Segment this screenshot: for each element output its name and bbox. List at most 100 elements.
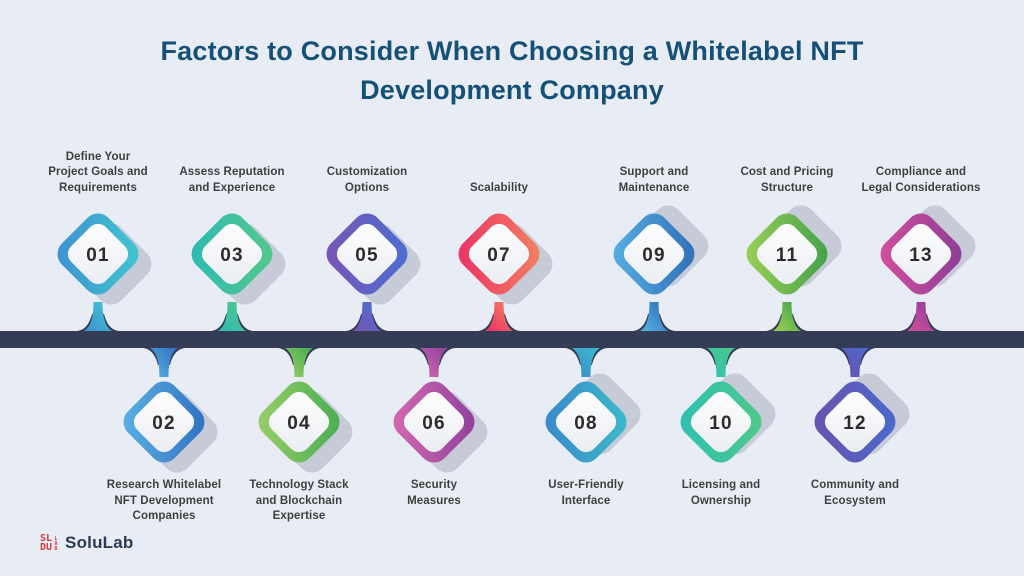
milestone-number-01: 01 bbox=[86, 245, 110, 266]
diamond-face-04 bbox=[268, 391, 330, 453]
diamond-face-03 bbox=[201, 223, 263, 285]
logo-mark-side: LAB bbox=[53, 535, 60, 551]
milestone-label-02: Research Whitelabel NFT Development Compan… bbox=[74, 478, 254, 525]
diamond-face-11 bbox=[756, 223, 818, 285]
milestone-label-line: Cost and Pricing bbox=[740, 166, 834, 178]
milestone-label-line: Legal Considerations bbox=[861, 181, 981, 194]
milestone-label-line: Compliance and bbox=[875, 166, 967, 178]
milestone-label-line: Measures bbox=[407, 494, 461, 507]
milestone-label-03: Assess Reputation and Experience bbox=[142, 139, 322, 196]
page-title-line-1: Factors to Consider When Choosing a Whit… bbox=[160, 36, 864, 66]
diamond-face-10 bbox=[690, 391, 752, 453]
connector-tail-05 bbox=[353, 302, 381, 331]
milestone-label-line: NFT Development bbox=[114, 494, 214, 507]
milestone-label-line: Customization bbox=[326, 166, 408, 178]
milestone-diamond-10 bbox=[680, 381, 762, 463]
milestone-diamond-09 bbox=[613, 213, 695, 295]
milestone-label-line: Define Your bbox=[65, 150, 131, 163]
connector-tail-01 bbox=[84, 302, 112, 331]
connector-tail-04 bbox=[285, 348, 313, 377]
milestone-diamond-12 bbox=[814, 381, 896, 463]
milestone-label-line: Security bbox=[410, 479, 458, 491]
milestone-diamond-04 bbox=[258, 381, 340, 463]
milestone-label-line: Requirements bbox=[59, 181, 137, 194]
milestone-label-10: Licensing and Ownership bbox=[631, 478, 811, 509]
diamond-face-06 bbox=[403, 391, 465, 453]
milestone-diamond-02 bbox=[123, 381, 205, 463]
milestone-label-line: Community and bbox=[810, 479, 900, 491]
milestone-label-line: Support and bbox=[619, 166, 689, 178]
brand-logo: SL DU LAB SoluLab bbox=[40, 533, 134, 553]
milestone-label-line: Structure bbox=[760, 181, 814, 194]
milestone-label-line: User-Friendly bbox=[548, 479, 624, 491]
milestone-diamond-03 bbox=[191, 213, 273, 295]
milestone-label-09: Support and Maintenance bbox=[564, 139, 744, 196]
milestone-label-line: and Blockchain bbox=[255, 494, 343, 507]
connector-tail-09 bbox=[640, 302, 668, 331]
connector-tail-07 bbox=[485, 302, 513, 331]
milestone-number-13: 13 bbox=[909, 245, 933, 266]
milestone-label-line: Ownership bbox=[690, 494, 752, 507]
connector-tail-10 bbox=[707, 348, 735, 377]
connector-tail-11 bbox=[773, 302, 801, 331]
milestone-label-04: Technology Stack and Blockchain Expertise bbox=[209, 478, 389, 525]
brand-name: SoluLab bbox=[65, 533, 134, 552]
milestone-label-line: Research Whitelabel bbox=[106, 479, 222, 491]
milestone-label-line: Licensing and bbox=[681, 479, 761, 491]
milestone-diamond-11 bbox=[746, 213, 828, 295]
milestone-number-12: 12 bbox=[843, 413, 867, 434]
milestone-label-line: Assess Reputation bbox=[179, 166, 285, 178]
logo-mark-top: SL bbox=[40, 533, 53, 544]
milestone-number-02: 02 bbox=[152, 413, 176, 434]
milestone-number-05: 05 bbox=[355, 245, 379, 266]
milestone-label-line: Maintenance bbox=[618, 181, 690, 194]
connector-tail-02 bbox=[150, 348, 178, 377]
connector-tail-12 bbox=[841, 348, 869, 377]
milestone-label-05: Customization Options bbox=[277, 139, 457, 196]
connector-tail-06 bbox=[420, 348, 448, 377]
milestone-diamond-01 bbox=[57, 213, 139, 295]
milestone-label-line: Companies bbox=[132, 510, 196, 522]
diamond-face-02 bbox=[133, 391, 195, 453]
milestone-label-line: Options bbox=[344, 181, 390, 194]
page-title-line-2: Development Company bbox=[360, 75, 664, 105]
milestone-label-line: Ecosystem bbox=[824, 494, 886, 507]
page-title: Factors to Consider When Choosing a Whit… bbox=[0, 32, 1024, 110]
diamond-face-12 bbox=[824, 391, 886, 453]
milestone-diamond-13 bbox=[880, 213, 962, 295]
milestone-number-09: 09 bbox=[642, 245, 666, 266]
milestone-diamond-08 bbox=[545, 381, 627, 463]
diamond-face-09 bbox=[623, 223, 685, 285]
milestone-label-13: Compliance and Legal Considerations bbox=[831, 139, 1011, 196]
milestone-diamond-05 bbox=[326, 213, 408, 295]
milestone-number-10: 10 bbox=[709, 413, 733, 434]
diamond-face-07 bbox=[468, 223, 530, 285]
solulab-logo-icon: SL DU LAB bbox=[40, 533, 60, 553]
milestone-label-line: Interface bbox=[561, 494, 611, 507]
milestone-label-line: Project Goals and bbox=[48, 166, 148, 178]
milestone-diamond-06 bbox=[393, 381, 475, 463]
milestone-label-01: Define Your Project Goals and Requirements bbox=[8, 139, 188, 196]
milestone-label-line: and Experience bbox=[188, 181, 276, 194]
milestone-label-06: Security Measures bbox=[344, 478, 524, 509]
milestone-number-11: 11 bbox=[776, 245, 799, 266]
milestone-label-line: Scalability bbox=[470, 181, 528, 194]
milestone-label-12: Community and Ecosystem bbox=[765, 478, 945, 509]
milestone-label-07: Scalability bbox=[409, 139, 589, 196]
milestone-number-03: 03 bbox=[220, 245, 244, 266]
milestone-number-08: 08 bbox=[574, 413, 598, 434]
timeline-bar bbox=[0, 331, 1024, 348]
diamond-face-01 bbox=[67, 223, 129, 285]
milestone-number-06: 06 bbox=[422, 413, 446, 434]
connector-tail-03 bbox=[218, 302, 246, 331]
milestone-label-11: Cost and Pricing Structure bbox=[697, 139, 877, 196]
diamond-face-13 bbox=[890, 223, 952, 285]
milestone-label-line: Technology Stack bbox=[249, 479, 349, 491]
diamond-face-08 bbox=[555, 391, 617, 453]
milestone-label-line: Expertise bbox=[272, 510, 326, 522]
logo-mark-bottom: DU bbox=[40, 542, 53, 553]
milestone-number-04: 04 bbox=[287, 413, 311, 434]
milestone-label-08: User-Friendly Interface bbox=[496, 478, 676, 509]
